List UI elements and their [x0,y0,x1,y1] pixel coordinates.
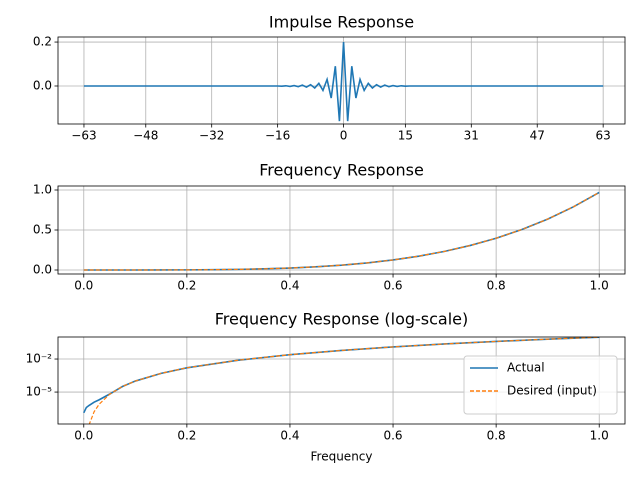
axes-frame [57,336,626,425]
x-tick-label: 1.0 [590,429,609,443]
x-tick-label: 0.8 [487,429,506,443]
chart-title: Impulse Response [269,13,414,32]
axes-frame [57,185,626,275]
y-tick-label: 0.0 [33,263,52,277]
x-tick-label: 0 [340,129,348,143]
data-line [83,42,604,122]
y-tick-label: 1.0 [33,183,52,197]
data-line [88,337,600,424]
x-tick-label: 0.4 [280,279,299,293]
axes-frame [57,36,626,125]
y-tick-label: 10⁻⁵ [26,385,53,399]
legend-box [463,355,618,415]
data-line [83,191,600,271]
chart-title: Frequency Response (log-scale) [215,310,469,329]
x-tick-label: −48 [133,129,158,143]
y-tick-label: 10⁻² [26,352,53,366]
chart-title: Frequency Response [259,161,424,180]
legend-label: Actual [507,361,545,375]
x-tick-label: −32 [199,129,224,143]
x-tick-label: 0.6 [383,279,402,293]
x-tick-label: 0.2 [177,279,196,293]
x-tick-label: 0.8 [487,279,506,293]
x-tick-label: 0.2 [177,429,196,443]
legend-label: Desired (input) [507,384,597,398]
y-tick-label: 0.5 [33,223,52,237]
x-tick-label: 47 [530,129,545,143]
x-tick-label: 63 [596,129,611,143]
x-axis-label: Frequency [311,450,373,464]
y-tick-label: 0.0 [33,78,52,92]
x-tick-label: −16 [265,129,290,143]
x-tick-label: −63 [71,129,96,143]
y-tick-label: 0.2 [33,35,52,49]
x-tick-label: 15 [398,129,413,143]
x-tick-label: 1.0 [590,279,609,293]
data-line [83,191,600,271]
x-tick-label: 0.0 [74,279,93,293]
x-tick-label: 0.6 [383,429,402,443]
x-tick-label: 0.4 [280,429,299,443]
x-tick-label: 0.0 [74,429,93,443]
x-tick-label: 31 [464,129,479,143]
